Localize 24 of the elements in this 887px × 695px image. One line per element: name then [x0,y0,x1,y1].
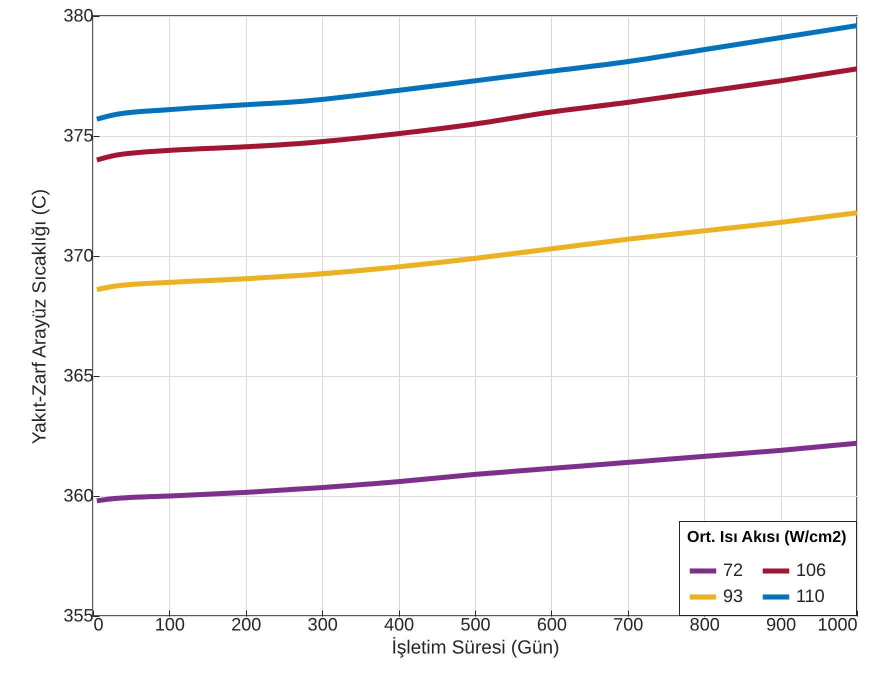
y-tick-label: 360 [63,486,94,506]
x-tick-label: 100 [154,614,185,634]
x-axis-title: İşletim Süresi (Gün) [392,636,560,658]
y-axis-title: Yakıt-Zarf Arayüz Sıcaklığı (C) [29,188,50,444]
x-tick-label: 300 [308,614,338,634]
x-tick-label: 500 [460,614,491,634]
y-tick-label: 375 [63,126,94,146]
x-tick-label: 1000 [817,614,858,634]
y-tick-label: 365 [63,366,94,386]
x-tick-label: 400 [384,614,414,634]
legend-label: 106 [796,560,826,580]
x-tick-label: 700 [613,614,644,634]
x-tick-label: 600 [536,614,567,634]
y-tick-label: 370 [63,246,94,266]
y-tick-label: 380 [63,6,94,26]
x-tick-label: 200 [231,614,262,634]
x-tick-label: 0 [94,614,104,634]
x-tick-label: 900 [766,614,796,634]
legend-title: Ort. Isı Akısı (W/cm2) [687,529,846,546]
legend-label: 110 [796,586,825,606]
legend-label: 93 [723,586,744,606]
y-tick-label: 355 [63,606,94,626]
x-tick-label: 800 [690,614,720,634]
legend-label: 72 [723,560,744,580]
